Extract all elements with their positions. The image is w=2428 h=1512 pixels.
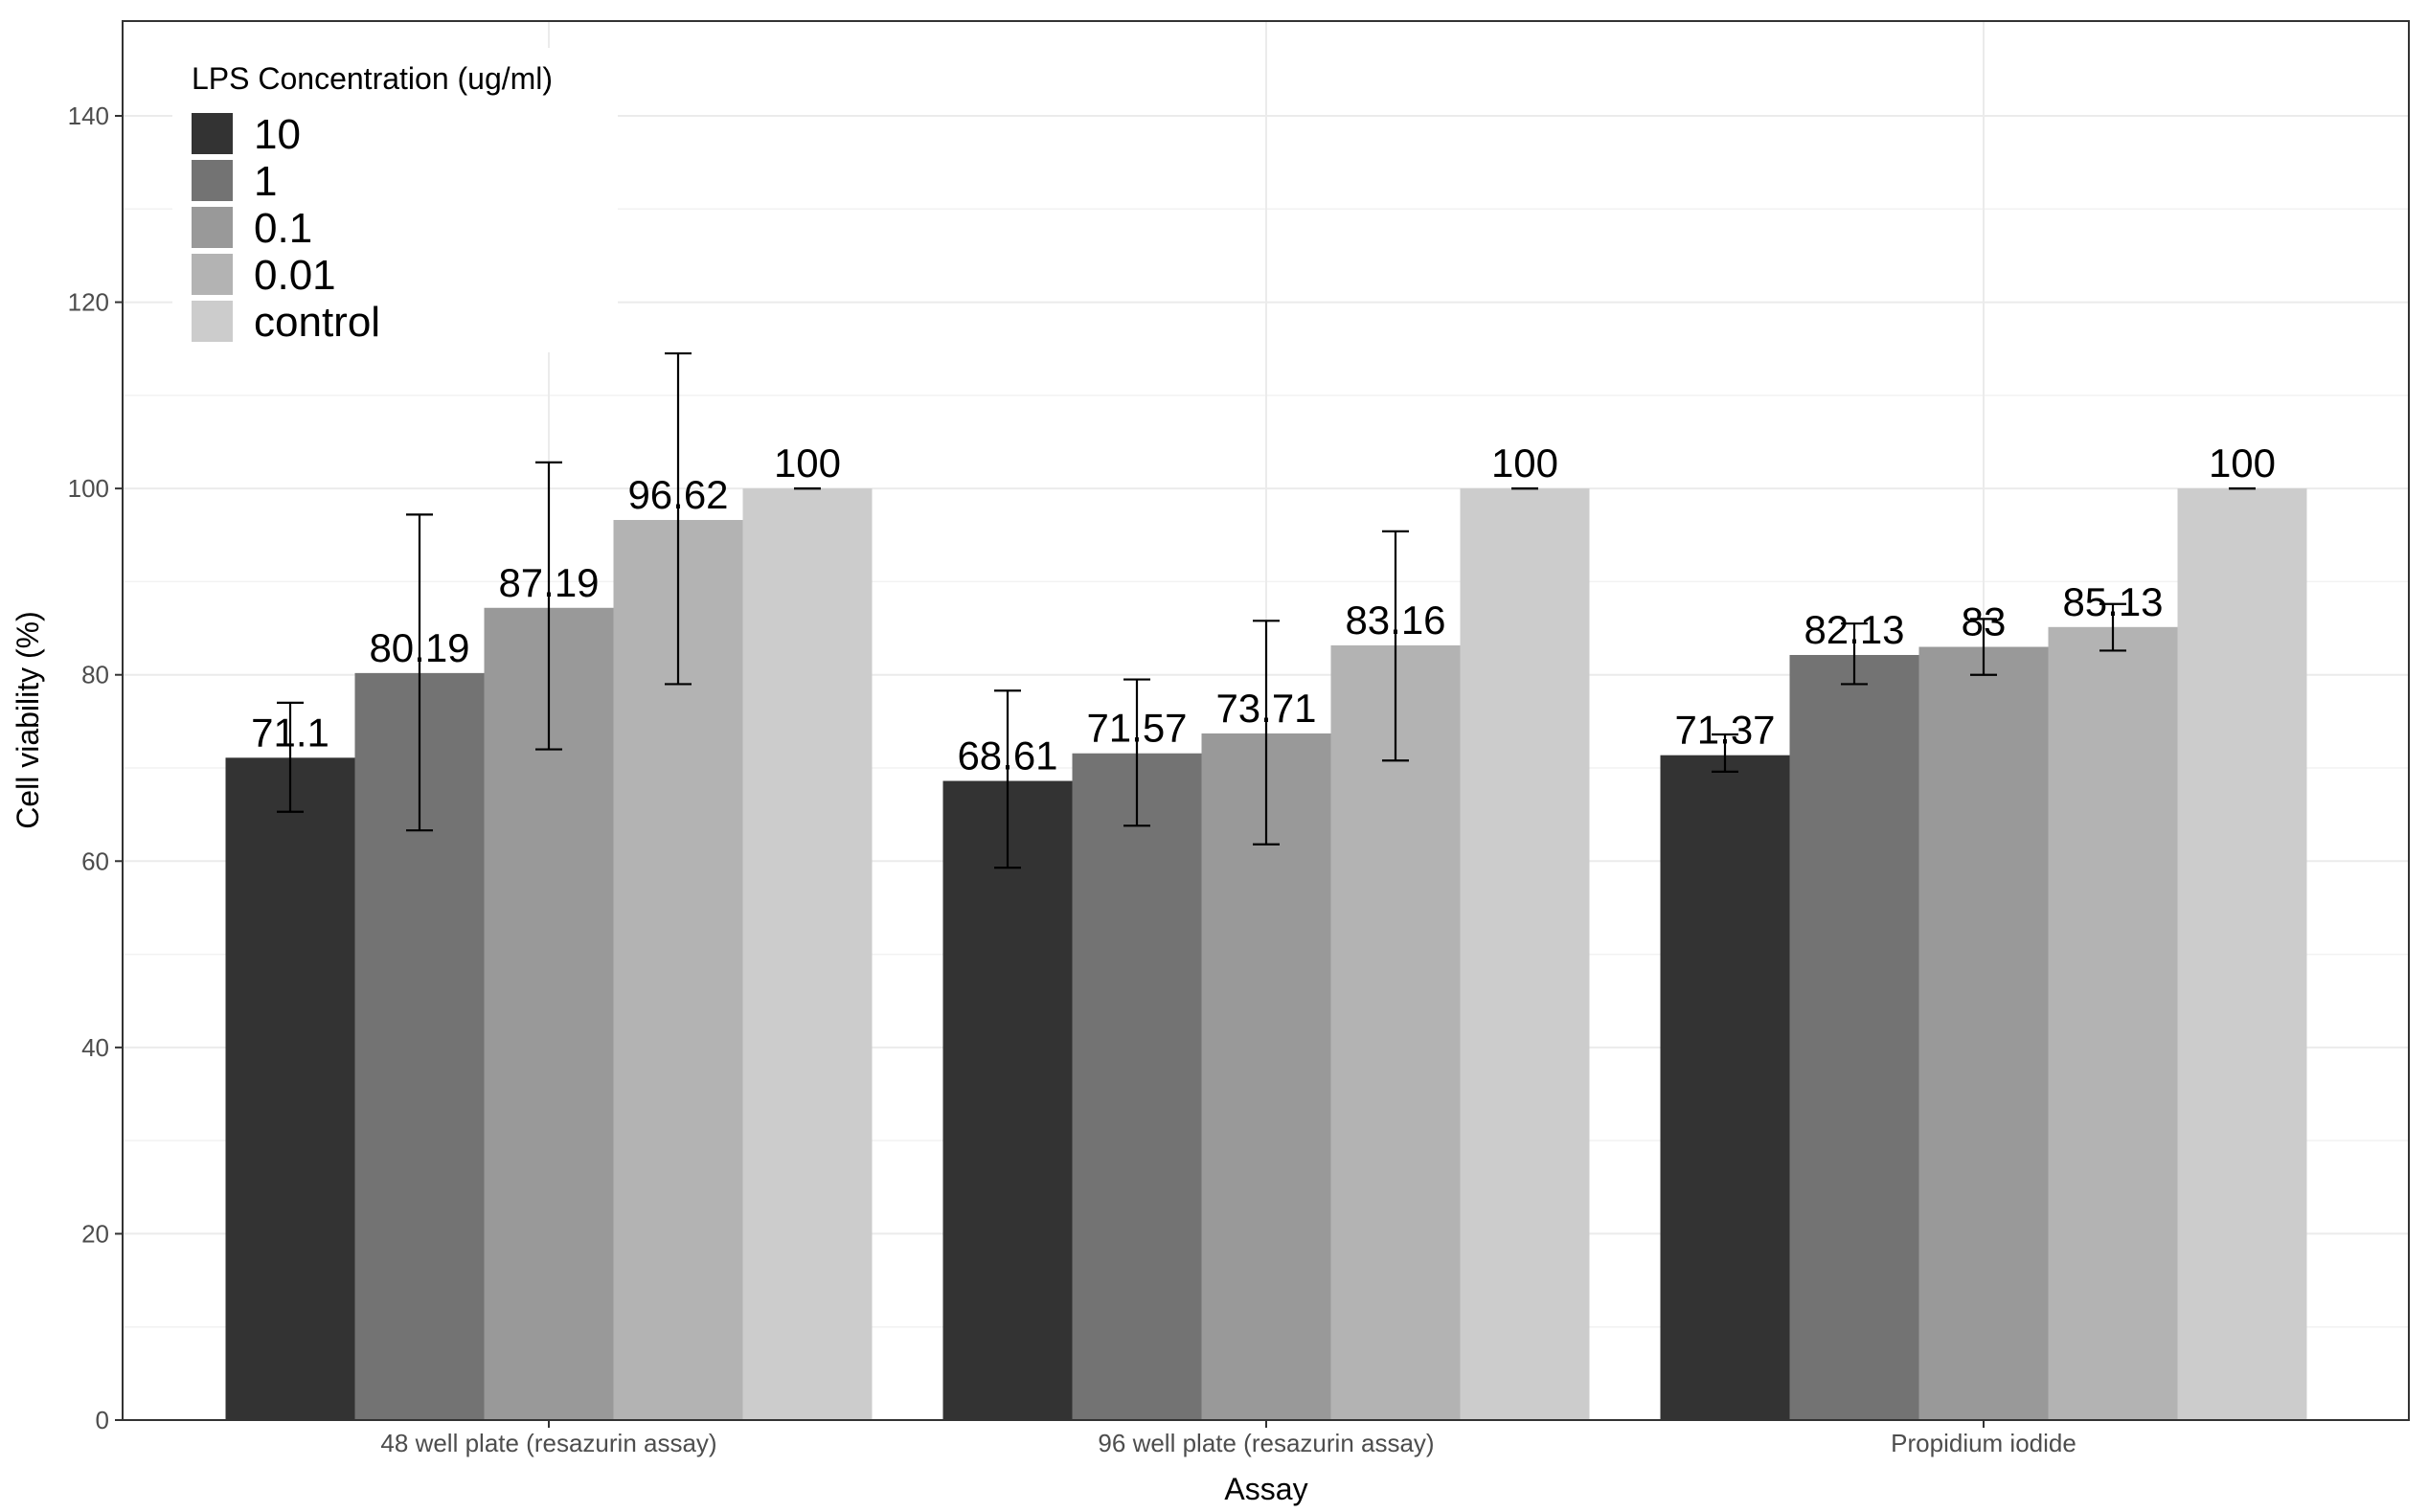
legend-label: 10 [254,111,301,158]
y-axis-title: Cell viability (%) [11,611,45,829]
bar [2177,488,2307,1421]
bar [1660,755,1790,1420]
bar [1918,646,2049,1420]
legend-label: 0.01 [254,252,336,299]
bar [742,488,873,1421]
legend: LPS Concentration (ug/ml) 1010.10.01cont… [172,48,618,352]
y-tick-label: 0 [96,1406,109,1434]
y-tick-label: 40 [81,1033,109,1062]
data-label: 96.62 [627,472,728,517]
legend-key [192,207,233,248]
x-tick-label: 48 well plate (resazurin assay) [380,1429,716,1457]
data-label: 73.71 [1215,686,1316,731]
y-tick-label: 120 [68,288,109,317]
bar [1072,753,1202,1420]
data-label: 71.37 [1674,708,1775,753]
bars [225,488,2307,1421]
bar [1201,733,1331,1420]
data-label: 83.16 [1345,598,1445,643]
data-labels: 71.1 68.61 71.37 80.19 71.57 82.13 87.19 73.71 8… [251,440,2276,778]
data-label: 85.13 [2062,579,2163,624]
bar [225,757,355,1420]
x-tick-label: 96 well plate (resazurin assay) [1098,1429,1434,1457]
axes: 0 20 40 60 80 100 120 140 48 well plate (resazur… [68,102,2076,1457]
bar [1789,654,1919,1420]
y-tick-label: 140 [68,102,109,130]
legend-key [192,113,233,154]
legend-key [192,254,233,295]
legend-title: LPS Concentration (ug/ml) [192,61,553,96]
data-label: 100 [1491,440,1558,485]
bar [1330,644,1461,1420]
error-bars [277,351,2256,869]
data-label: 71.57 [1086,706,1187,751]
y-tick-label: 100 [68,474,109,503]
legend-label: control [254,299,380,346]
data-label: 83 [1962,599,2007,644]
x-tick-label: Propidium iodide [1891,1429,2076,1457]
y-tick-label: 80 [81,661,109,689]
bar [942,780,1073,1420]
legend-background [172,48,618,352]
data-label: 100 [2209,440,2276,485]
y-tick-label: 20 [81,1219,109,1248]
y-tick-label: 60 [81,846,109,875]
data-label: 68.61 [957,733,1057,779]
data-label: 80.19 [369,625,469,670]
data-label: 82.13 [1804,607,1904,652]
data-label: 100 [774,440,841,485]
x-axis-title: Assay [1224,1472,1307,1506]
bar [1460,488,1590,1421]
bar [2048,626,2178,1420]
legend-key [192,160,233,201]
data-label: 71.1 [251,710,329,755]
data-label: 87.19 [498,560,599,605]
legend-key [192,301,233,342]
legend-label: 1 [254,158,277,205]
legend-label: 0.1 [254,205,312,252]
